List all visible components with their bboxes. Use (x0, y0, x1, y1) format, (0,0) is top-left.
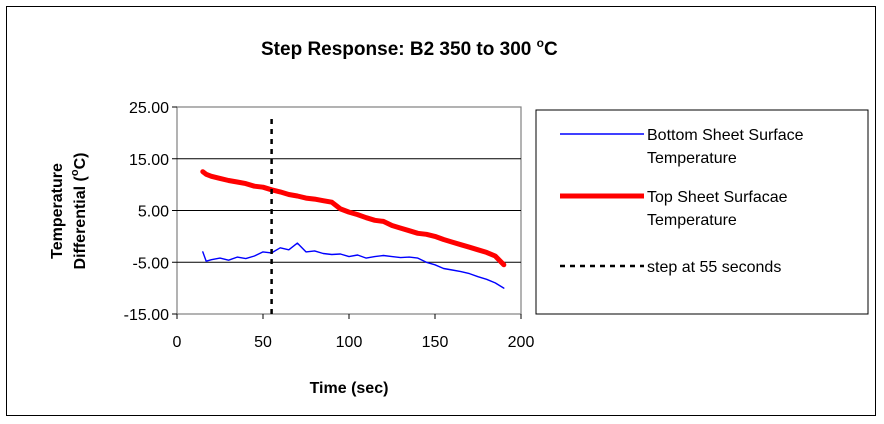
y-tick-label: 15.00 (129, 152, 169, 169)
y-axis-title-degree: o (69, 169, 81, 176)
y-axis-title-line2: Differential (oC) (69, 153, 89, 270)
x-tick-label: 50 (254, 334, 272, 351)
legend-box (535, 109, 869, 315)
x-tick-label: 150 (422, 334, 449, 351)
chart-title-unit: C (544, 39, 558, 60)
y-tick-label: -5.00 (133, 255, 170, 272)
series-layer (200, 119, 507, 314)
x-tick-label: 0 (173, 334, 182, 351)
legend-label-bottom-1: Bottom Sheet Surface (647, 127, 804, 144)
legend-label-step: step at 55 seconds (647, 259, 781, 276)
x-tick-label: 200 (508, 334, 535, 351)
chart-frame: Step Response: B2 350 to 300 oC -15.00 -5… (6, 6, 876, 416)
tick-layer: -15.00 -5.00 5.00 15.00 25.00 0 50 100 150 200 (124, 100, 535, 351)
x-tick-label: 100 (336, 334, 363, 351)
x-axis-title: Time (sec) (310, 380, 389, 397)
y-axis-title-post: C) (72, 153, 89, 170)
chart: Step Response: B2 350 to 300 oC -15.00-5… (49, 36, 869, 397)
y-axis-title-pre: Differential ( (72, 175, 89, 269)
legend-label-top-2: Temperature (647, 212, 737, 229)
legend-label-top-1: Top Sheet Surfacae (647, 189, 788, 206)
legend-label-bottom-2: Temperature (647, 150, 737, 167)
chart-title-degree: o (537, 36, 544, 50)
y-tick-label: -15.00 (124, 307, 169, 324)
y-tick-label: 25.00 (129, 100, 169, 117)
chart-title: Step Response: B2 350 to 300 oC (261, 36, 558, 60)
legend: Bottom Sheet Surface Temperature Top She… (535, 109, 869, 315)
y-axis-title-line1: Temperature (49, 163, 66, 259)
y-tick-label: 5.00 (138, 204, 169, 221)
chart-title-main: Step Response: B2 350 to 300 (261, 39, 537, 60)
